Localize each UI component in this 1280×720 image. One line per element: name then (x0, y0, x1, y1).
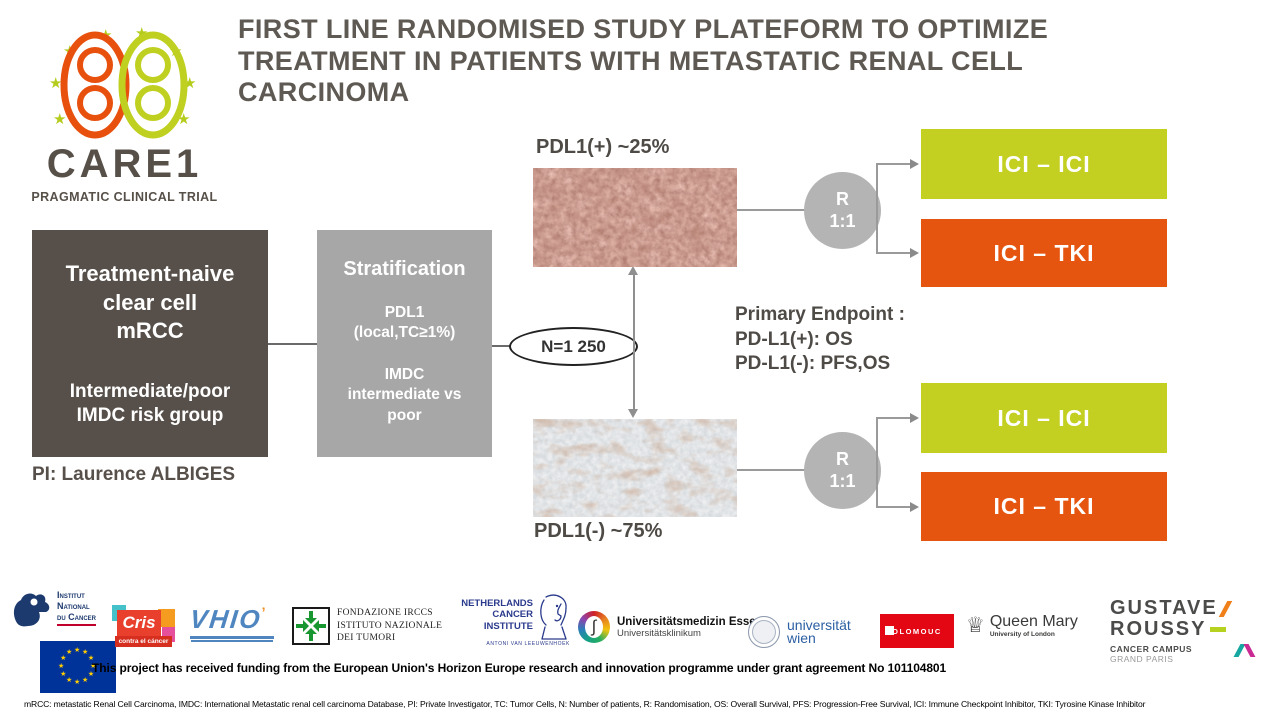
nki-subtitle: ANTONI VAN LEEUWENHOEK (486, 641, 570, 647)
stratification-factor-pdl1: PDL1 (local,TC≥1%) (353, 304, 456, 342)
arrow-up-icon (628, 266, 638, 275)
nki-portrait-icon (540, 594, 567, 640)
care1-kidneys-icon (60, 31, 188, 139)
essen-logo: Universitätsmedizin Essen Universitätskl… (578, 611, 763, 643)
sample-size-label: N=1 250 (541, 336, 606, 356)
lime-dash-icon (1210, 627, 1227, 632)
arm-negative-ici-tki: ICI – TKI (921, 472, 1167, 541)
arrow-right-icon (910, 502, 919, 512)
gustave-roussy-logo: GUSTAVE ROUSSY CANCER CAMPUS GRAND PARIS (1110, 598, 1280, 664)
arm-positive-ici-ici: ICI – ICI (921, 129, 1167, 199)
pdl1-negative-label: PDL1(-) ~75% (534, 520, 663, 542)
arrow-down-icon (628, 409, 638, 418)
eu-flag: ★ ★ ★ ★ ★ ★ ★ ★ ★ ★ ★ ★ (40, 641, 116, 693)
queen-mary-logo: ♕ Queen Mary University of London (966, 613, 1078, 638)
split-arrow-line (633, 274, 635, 410)
wien-logo: universität wien (748, 616, 851, 648)
pdl1-positive-histology-image (533, 168, 737, 267)
cris-tagline: contra el cáncer (115, 636, 172, 647)
arm-negative-ici-ici: ICI – ICI (921, 383, 1167, 453)
orange-slash-icon (1218, 600, 1232, 617)
care1-tagline: PRAGMATIC CLINICAL TRIAL (31, 190, 218, 204)
connector-population-stratification (268, 343, 317, 345)
istituto-tumori-text: FONDAZIONE IRCCS ISTITUTO NAZIONALE DEI … (337, 608, 443, 644)
queen-mary-text: Queen Mary University of London (989, 613, 1078, 638)
wien-text: universität wien (787, 616, 851, 646)
randomization-circle-negative: R 1:1 (804, 432, 881, 509)
olomouc-logo: OLOMOUC (880, 614, 954, 648)
bracket-top (876, 163, 878, 254)
arrow-right-icon (910, 413, 919, 423)
primary-endpoint-text: Primary Endpoint : PD-L1(+): OS PD-L1(-)… (735, 304, 905, 375)
connector-negative-randomization (737, 469, 805, 471)
population-title: Treatment-naive clear cell mRCC (65, 261, 235, 344)
arrow-right-icon (910, 248, 919, 258)
bracket-top-arm2 (876, 252, 912, 254)
care1-logo: ★ ★ ★ ★ ★ ★ ★ ★ CARE1 PRAGMATIC CLINICAL TRIAL (22, 6, 227, 216)
vhio-quote-icon: ’ (261, 604, 266, 620)
cris-orange-square (158, 609, 175, 627)
essen-ring-icon (578, 611, 610, 643)
inca-rooster-icon (13, 593, 50, 627)
inca-text: Institut National du Cancer (57, 590, 96, 627)
randomization-circle-positive: R 1:1 (804, 172, 881, 249)
connector-stratification-ellipse (492, 345, 512, 347)
funding-statement: This project has received funding from t… (92, 661, 947, 675)
istituto-tumori-cross-icon (292, 607, 330, 645)
arm-positive-ici-tki: ICI – TKI (921, 219, 1167, 287)
pdl1-negative-histology-image (533, 419, 737, 517)
nki-logo: NETHERLANDS CANCER INSTITUTE ANTONI VAN … (450, 592, 570, 647)
vhio-logo: VHIO’ (188, 604, 282, 640)
nki-text: NETHERLANDS CANCER INSTITUTE (461, 598, 533, 632)
connector-positive-randomization (737, 209, 805, 211)
sample-size-ellipse: N=1 250 (509, 327, 638, 366)
abbreviations-line: mRCC: metastatic Renal Cell Carcinoma, I… (24, 699, 1146, 709)
wien-seal-icon (748, 616, 780, 648)
crown-icon: ♕ (966, 614, 985, 637)
bracket-bottom-arm2 (876, 506, 912, 508)
bracket-bottom (876, 417, 878, 508)
population-subtitle: Intermediate/poor IMDC risk group (69, 380, 231, 427)
cris-logo: Cris contra el cáncer (112, 605, 176, 649)
vhio-underline (190, 636, 274, 640)
population-box: Treatment-naive clear cell mRCC Intermed… (32, 230, 268, 457)
slide-title: FIRST LINE RANDOMISED STUDY PLATEFORM TO… (238, 14, 1049, 108)
arrow-right-icon (910, 159, 919, 169)
pdl1-positive-label: PDL1(+) ~25% (536, 136, 670, 158)
bracket-bottom-arm1 (876, 417, 912, 419)
cris-wordmark: Cris (117, 610, 161, 637)
stratification-box: Stratification PDL1 (local,TC≥1%) IMDC i… (317, 230, 492, 457)
inca-logo: Institut National du Cancer (10, 590, 96, 630)
essen-text: Universitätsmedizin Essen Universitätskl… (617, 615, 763, 639)
care1-wordmark: CARE1 (46, 142, 203, 186)
bracket-top-arm1 (876, 163, 912, 165)
stratification-factor-imdc: IMDC intermediate vs poor (347, 366, 462, 424)
istituto-tumori-logo: FONDAZIONE IRCCS ISTITUTO NAZIONALE DEI … (292, 607, 442, 645)
principal-investigator-label: PI: Laurence ALBIGES (32, 464, 236, 485)
vhio-wordmark: VHIO (188, 604, 264, 634)
stratification-title: Stratification (343, 258, 466, 280)
color-slashes-icon (1233, 644, 1256, 657)
